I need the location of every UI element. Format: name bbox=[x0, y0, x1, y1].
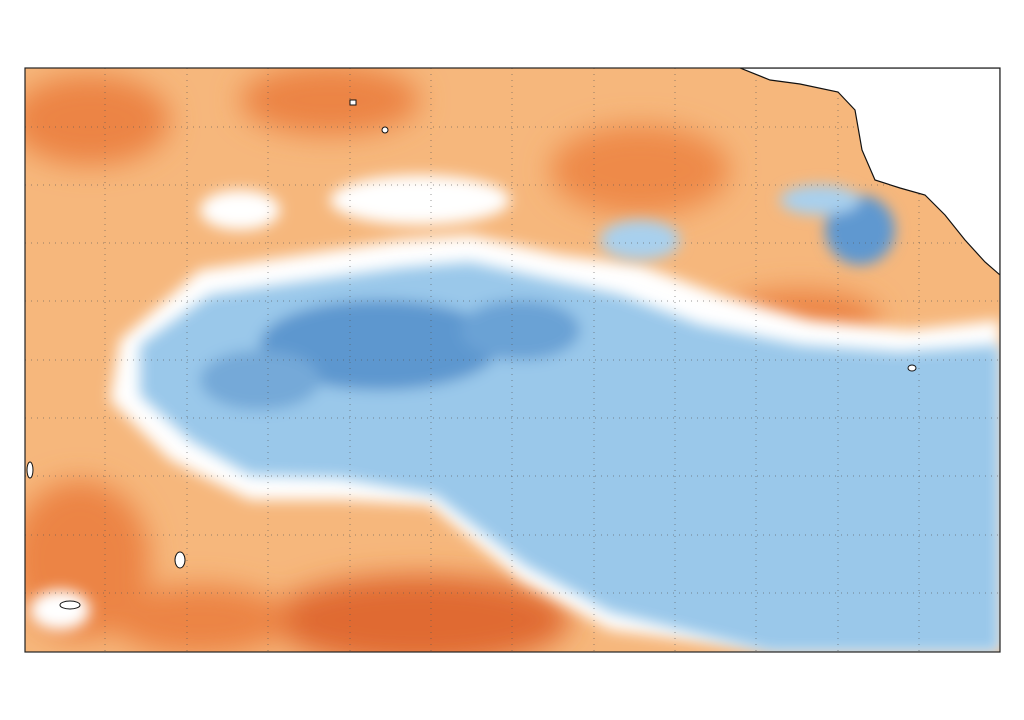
graticule bbox=[25, 68, 1000, 652]
land-central-america bbox=[739, 68, 1000, 276]
map-field bbox=[25, 68, 1000, 652]
map-frame bbox=[24, 67, 1001, 653]
warm-patches bbox=[25, 68, 880, 652]
islands bbox=[26, 99, 917, 610]
